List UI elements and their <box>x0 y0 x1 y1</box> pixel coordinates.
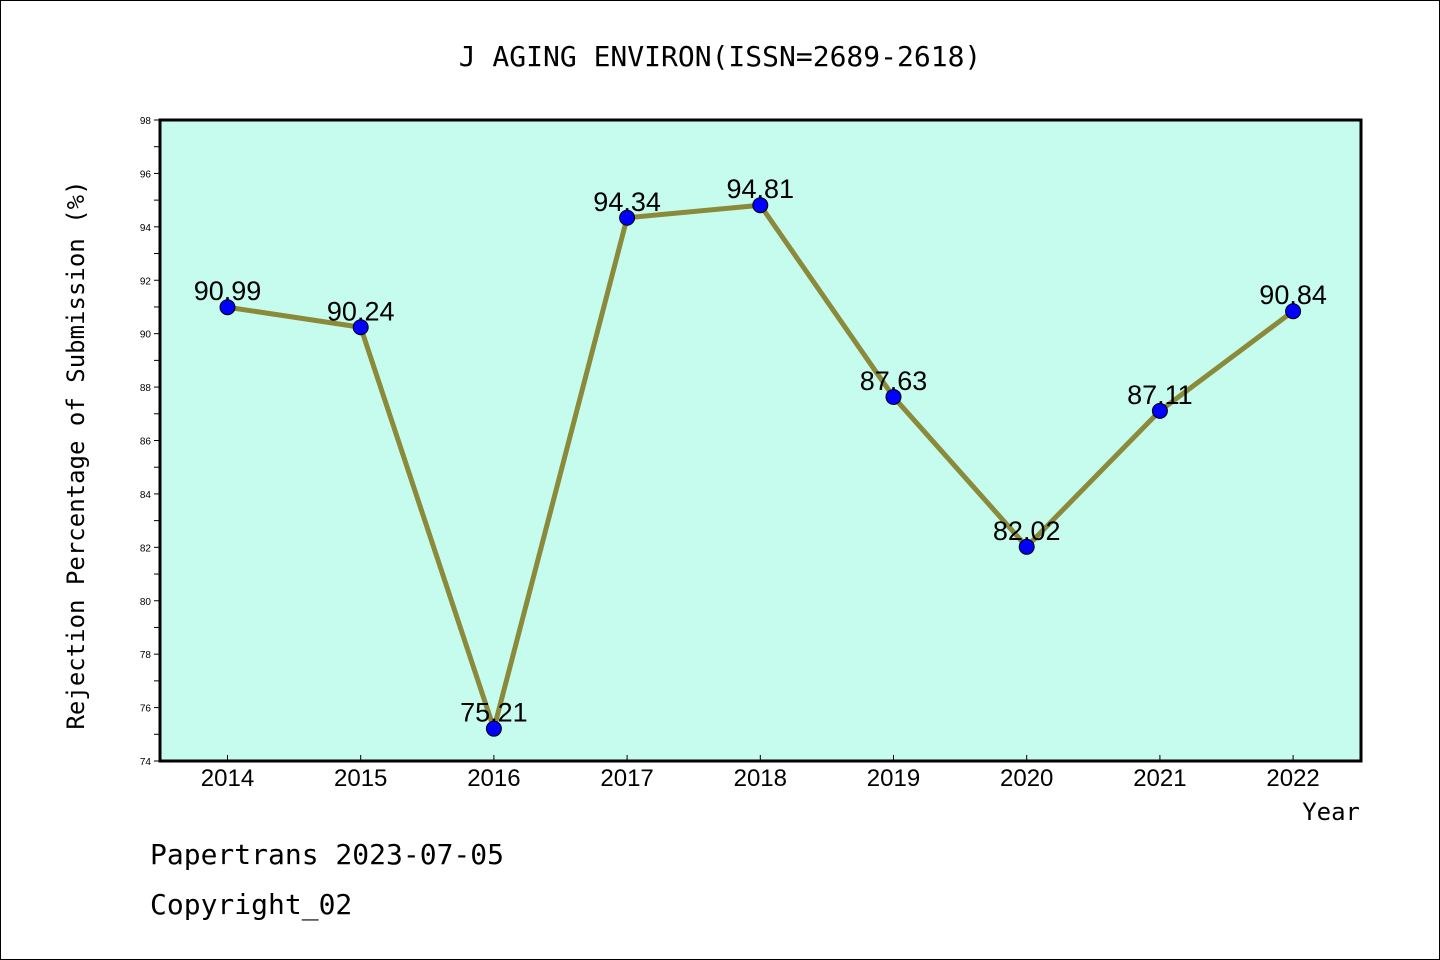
chart-title: J AGING ENVIRON(ISSN=2689-2618) <box>459 40 982 73</box>
data-label: 82.02 <box>993 516 1061 546</box>
data-labels: 90.99 90.24 75.21 94.34 94.81 87.63 82.02 87.11… <box>194 174 1327 727</box>
plot-border <box>158 118 1363 763</box>
y-tick-label: 90 <box>140 330 152 341</box>
data-label: 90.24 <box>327 296 395 326</box>
y-tick-label: 76 <box>140 704 152 715</box>
data-label: 87.63 <box>860 366 928 396</box>
data-point <box>619 209 636 226</box>
data-label: 87.11 <box>1127 380 1193 410</box>
y-tick-label: 84 <box>140 490 152 501</box>
x-tick-label: 2018 <box>734 765 787 792</box>
y-tick-label: 74 <box>140 757 152 768</box>
data-point <box>219 299 236 316</box>
y-tick-label: 86 <box>140 437 152 448</box>
y-tick-label: 94 <box>140 223 152 234</box>
data-label: 94.81 <box>727 174 795 204</box>
x-axis: 2014 2015 2016 2017 2018 2019 2020 2021 2022 <box>201 755 1320 792</box>
data-point <box>752 197 769 214</box>
data-point <box>352 319 369 336</box>
y-tick-label: 92 <box>140 276 152 287</box>
data-point <box>1285 303 1302 320</box>
x-tick-label: 2019 <box>867 765 920 792</box>
x-tick-label: 2021 <box>1133 765 1186 792</box>
data-point <box>885 388 902 405</box>
data-label: 90.84 <box>1259 280 1327 310</box>
data-label: 90.99 <box>194 276 262 306</box>
data-point <box>485 720 502 737</box>
y-tick-label: 78 <box>140 650 152 661</box>
y-tick-label: 88 <box>140 383 152 394</box>
data-label: 94.34 <box>593 187 661 217</box>
y-axis-label: Rejection Percentage of Submission (%) <box>62 180 90 729</box>
data-points <box>219 197 1302 737</box>
data-point <box>1151 402 1168 419</box>
x-axis-label: Year <box>1302 798 1360 826</box>
x-tick-label: 2017 <box>600 765 653 792</box>
y-tick-label: 82 <box>140 543 152 554</box>
plot-area <box>160 120 1361 761</box>
data-label: 75.21 <box>460 698 528 728</box>
y-axis: 74 76 78 80 82 84 86 88 90 92 94 96 98 <box>140 116 160 768</box>
y-tick-label: 96 <box>140 169 152 180</box>
x-tick-label: 2015 <box>334 765 387 792</box>
y-tick-label: 80 <box>140 597 152 608</box>
x-tick-label: 2022 <box>1266 765 1319 792</box>
footer-copyright: Copyright_02 <box>150 888 352 922</box>
data-point <box>1018 538 1035 555</box>
x-tick-label: 2016 <box>467 765 520 792</box>
y-tick-label: 98 <box>140 116 152 127</box>
x-tick-label: 2020 <box>1000 765 1053 792</box>
x-tick-label: 2014 <box>201 765 254 792</box>
footer-date: Papertrans 2023-07-05 <box>150 838 504 871</box>
